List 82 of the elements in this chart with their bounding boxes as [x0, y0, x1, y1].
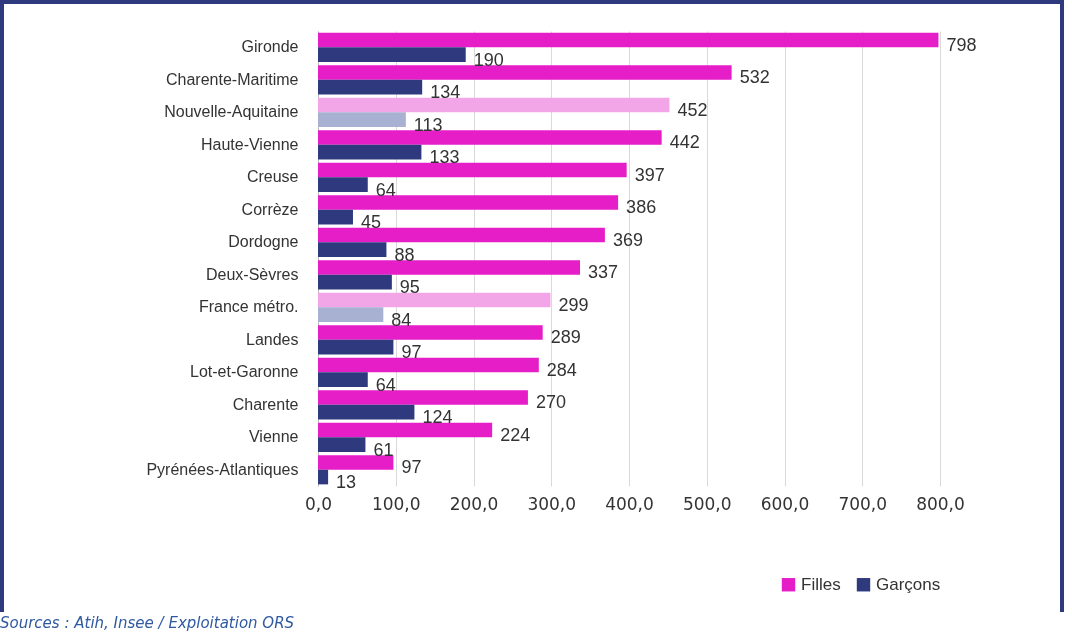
data-label: 798 [946, 34, 977, 55]
bar [318, 357, 539, 373]
data-label: 64 [375, 374, 396, 395]
bar [318, 227, 605, 243]
bar [318, 292, 551, 308]
data-label: 97 [401, 342, 422, 363]
y-tick-label: Charente [232, 395, 299, 413]
data-label: 224 [500, 424, 531, 445]
data-label: 61 [373, 439, 394, 460]
bar [318, 65, 732, 80]
bar [318, 144, 422, 160]
bar [318, 177, 368, 192]
x-tick-label: 400,0 [605, 493, 654, 514]
data-label: 134 [430, 82, 461, 103]
y-tick-label: Deux-Sèvres [206, 265, 299, 283]
data-label: 88 [394, 244, 415, 265]
data-label: 13 [336, 472, 357, 493]
x-tick-label: 200,0 [449, 493, 499, 514]
x-tick-label: 600,0 [760, 493, 810, 514]
data-label: 190 [473, 49, 504, 70]
data-label: 386 [626, 197, 657, 218]
data-label: 532 [739, 67, 770, 88]
y-tick-label: Haute-Vienne [200, 135, 299, 153]
data-label: 84 [391, 309, 412, 330]
bar [318, 209, 353, 225]
bar [318, 307, 384, 322]
y-tick-label: Nouvelle-Aquitaine [164, 103, 299, 121]
y-tick-label: Vienne [248, 428, 299, 446]
x-tick-label: 800,0 [916, 493, 965, 514]
y-tick-label: Charente-Maritime [166, 70, 299, 88]
bar [318, 79, 423, 95]
data-label: 284 [546, 359, 577, 380]
data-label: 45 [360, 212, 382, 233]
bar [318, 404, 415, 420]
bar [318, 112, 406, 127]
bar [318, 130, 662, 145]
x-tick-label: 0,0 [304, 493, 333, 514]
x-tick-label: 100,0 [371, 493, 421, 514]
data-label: 113 [413, 114, 443, 135]
bar [318, 325, 543, 340]
bar [318, 260, 581, 275]
source-note: Sources : Atih, Insee / Exploitation ORS [0, 614, 295, 632]
data-label: 289 [550, 327, 581, 348]
data-label: 369 [612, 229, 643, 250]
data-label: 95 [399, 277, 420, 298]
y-tick-label: Corrèze [241, 200, 299, 218]
y-tick-label: France métro. [198, 298, 299, 316]
data-label: 452 [677, 99, 708, 120]
bar [318, 390, 528, 405]
bar [318, 422, 493, 438]
data-label: 64 [375, 179, 396, 200]
bar [318, 339, 394, 355]
data-label: 124 [422, 407, 453, 428]
bar [318, 195, 619, 210]
bar [318, 32, 939, 48]
bar [318, 469, 329, 485]
data-label: 397 [634, 164, 665, 185]
bar [318, 242, 387, 257]
y-tick-label: Lot-et-Garonne [189, 363, 299, 381]
data-label: 442 [669, 132, 700, 153]
y-tick-label: Pyrénées-Atlantiques [146, 460, 299, 478]
legend-label: Filles [801, 574, 841, 594]
y-tick-label: Dordogne [228, 233, 299, 251]
bar [318, 47, 466, 62]
bar [318, 162, 627, 178]
x-tick-label: 300,0 [527, 493, 577, 514]
bar [318, 437, 366, 452]
bar [318, 97, 670, 113]
data-label: 270 [535, 392, 566, 413]
bar [318, 274, 392, 290]
bar [318, 455, 394, 470]
y-tick-label: Creuse [246, 168, 299, 186]
x-tick-label: 500,0 [682, 493, 732, 514]
data-label: 97 [401, 457, 422, 478]
data-label: 133 [429, 147, 460, 168]
legend-label: Garçons [876, 574, 941, 594]
x-tick-label: 700,0 [838, 493, 888, 514]
data-label: 337 [588, 262, 619, 283]
data-label: 299 [558, 294, 589, 315]
y-tick-label: Landes [246, 330, 299, 348]
y-tick-label: Gironde [241, 38, 299, 56]
bar [318, 372, 368, 387]
